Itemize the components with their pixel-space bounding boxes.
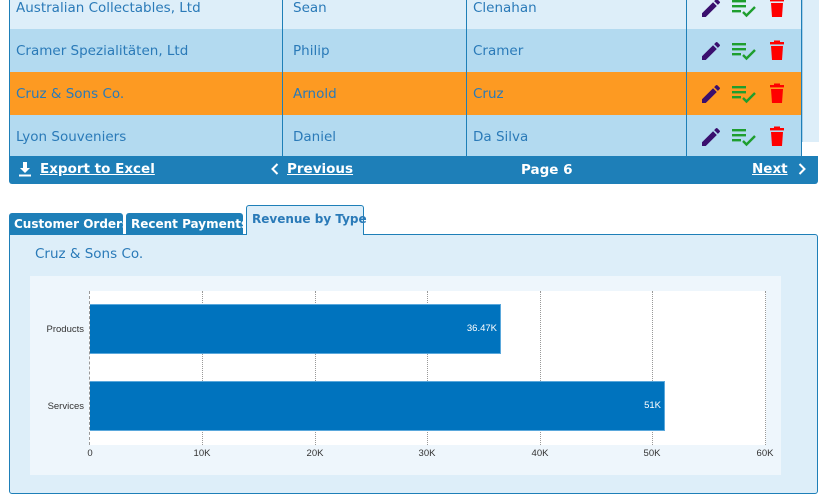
gridline: [427, 291, 428, 445]
x-tick: 40K: [531, 448, 549, 459]
checklist-icon[interactable]: [727, 123, 760, 151]
x-tick: 30K: [418, 448, 436, 459]
table-row[interactable]: Australian Collectables, Ltd Sean Clenah…: [10, 0, 802, 29]
table-row[interactable]: Lyon Souveniers Daniel Da Silva: [10, 115, 802, 158]
actions-cell: [687, 0, 802, 29]
tab-revenue-by-type[interactable]: Revenue by Type: [246, 205, 367, 235]
export-to-excel-button[interactable]: Export to Excel: [18, 161, 155, 177]
first-name-cell: Sean: [283, 0, 467, 29]
bar-products[interactable]: 36.47K: [90, 304, 501, 354]
first-name-cell: Daniel: [283, 115, 467, 158]
first-name-cell: Arnold: [283, 72, 467, 115]
company-cell: Cruz & Sons Co.: [10, 72, 283, 115]
export-link[interactable]: Export to Excel: [40, 161, 155, 177]
chevron-left-icon: [271, 163, 279, 175]
company-cell: Cramer Spezialitäten, Ltd: [10, 29, 283, 72]
revenue-panel: Cruz & Sons Co. 36.47K 51K Products Serv…: [9, 234, 818, 494]
x-tick: 50K: [643, 448, 661, 459]
download-icon: [19, 162, 31, 177]
category-label: Products: [46, 324, 85, 335]
actions-cell: [687, 115, 802, 158]
last-name-cell: Cruz: [467, 72, 687, 115]
revenue-chart: 36.47K 51K Products Services 0 10K 20K 3…: [30, 276, 781, 475]
category-label: Services: [47, 401, 84, 412]
bar-data-label: 36.47K: [466, 323, 497, 334]
trash-delete-icon[interactable]: [760, 80, 793, 108]
checklist-icon[interactable]: [727, 80, 760, 108]
previous-link[interactable]: Previous: [287, 161, 354, 177]
bar-data-label: 51K: [644, 400, 661, 411]
previous-page-button[interactable]: Previous: [271, 161, 353, 177]
panel-title: Cruz & Sons Co.: [35, 246, 144, 262]
last-name-cell: Clenahan: [467, 0, 687, 29]
gridline: [652, 291, 653, 445]
chevron-right-icon: [798, 163, 806, 175]
customer-grid: Australian Collectables, Ltd Sean Clenah…: [9, 0, 819, 158]
x-tick: 20K: [306, 448, 324, 459]
pencil-edit-icon[interactable]: [694, 0, 727, 22]
gridline: [765, 291, 766, 445]
pencil-edit-icon[interactable]: [694, 80, 727, 108]
x-tick: 10K: [193, 448, 211, 459]
tab-recent-payments[interactable]: Recent Payments: [126, 213, 248, 235]
gridline: [202, 291, 203, 445]
next-page-button[interactable]: Next: [752, 161, 806, 177]
gridline: [540, 291, 541, 445]
company-cell: Lyon Souveniers: [10, 115, 283, 158]
actions-cell: [687, 72, 802, 115]
table-row[interactable]: Cramer Spezialitäten, Ltd Philip Cramer: [10, 29, 802, 72]
vertical-scrollbar[interactable]: [802, 0, 819, 142]
x-tick: 60K: [756, 448, 774, 459]
x-tick: 0: [87, 448, 93, 459]
grid-pager: Export to Excel Previous Page 6 Next: [9, 156, 818, 184]
trash-delete-icon[interactable]: [760, 0, 793, 22]
checklist-icon[interactable]: [727, 37, 760, 65]
last-name-cell: Da Silva: [467, 115, 687, 158]
last-name-cell: Cramer: [467, 29, 687, 72]
trash-delete-icon[interactable]: [760, 123, 793, 151]
checklist-icon[interactable]: [727, 0, 760, 22]
chart-plot-area: 36.47K 51K: [89, 291, 766, 445]
grid-body: Australian Collectables, Ltd Sean Clenah…: [9, 0, 819, 158]
table-row-selected[interactable]: Cruz & Sons Co. Arnold Cruz: [10, 72, 802, 115]
actions-cell: [687, 29, 802, 72]
pencil-edit-icon[interactable]: [694, 123, 727, 151]
company-cell: Australian Collectables, Ltd: [10, 0, 283, 29]
trash-delete-icon[interactable]: [760, 37, 793, 65]
page-indicator: Page 6: [521, 162, 573, 178]
first-name-cell: Philip: [283, 29, 467, 72]
tab-customer-orders[interactable]: Customer Orders: [9, 213, 129, 235]
pencil-edit-icon[interactable]: [694, 37, 727, 65]
gridline: [315, 291, 316, 445]
next-link[interactable]: Next: [752, 161, 788, 177]
bar-services[interactable]: 51K: [90, 381, 665, 431]
